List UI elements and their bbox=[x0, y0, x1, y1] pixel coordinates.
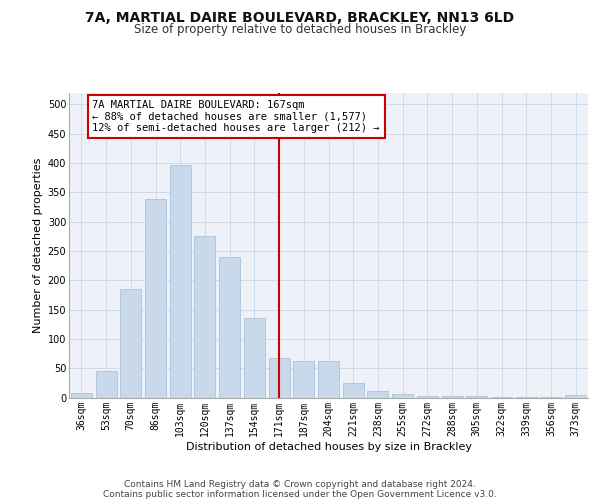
Y-axis label: Number of detached properties: Number of detached properties bbox=[34, 158, 43, 332]
Bar bbox=[71, 393, 92, 398]
Bar bbox=[120, 289, 141, 398]
Bar bbox=[541, 397, 562, 398]
Bar bbox=[392, 394, 413, 398]
Bar bbox=[565, 395, 586, 398]
Bar bbox=[343, 383, 364, 398]
Bar bbox=[442, 396, 463, 398]
Bar bbox=[417, 396, 438, 398]
Bar bbox=[466, 396, 487, 398]
Text: Contains HM Land Registry data © Crown copyright and database right 2024.
Contai: Contains HM Land Registry data © Crown c… bbox=[103, 480, 497, 499]
Bar bbox=[194, 236, 215, 398]
Bar bbox=[170, 164, 191, 398]
Bar bbox=[491, 397, 512, 398]
Bar bbox=[318, 361, 339, 398]
Text: Size of property relative to detached houses in Brackley: Size of property relative to detached ho… bbox=[134, 22, 466, 36]
Bar bbox=[244, 318, 265, 398]
Text: 7A MARTIAL DAIRE BOULEVARD: 167sqm
← 88% of detached houses are smaller (1,577)
: 7A MARTIAL DAIRE BOULEVARD: 167sqm ← 88%… bbox=[92, 100, 380, 134]
Bar bbox=[145, 199, 166, 398]
Bar bbox=[516, 397, 537, 398]
Bar bbox=[293, 361, 314, 398]
Bar bbox=[95, 370, 116, 398]
Bar bbox=[269, 358, 290, 398]
Bar bbox=[219, 256, 240, 398]
X-axis label: Distribution of detached houses by size in Brackley: Distribution of detached houses by size … bbox=[185, 442, 472, 452]
Text: 7A, MARTIAL DAIRE BOULEVARD, BRACKLEY, NN13 6LD: 7A, MARTIAL DAIRE BOULEVARD, BRACKLEY, N… bbox=[85, 11, 515, 25]
Bar bbox=[367, 391, 388, 398]
